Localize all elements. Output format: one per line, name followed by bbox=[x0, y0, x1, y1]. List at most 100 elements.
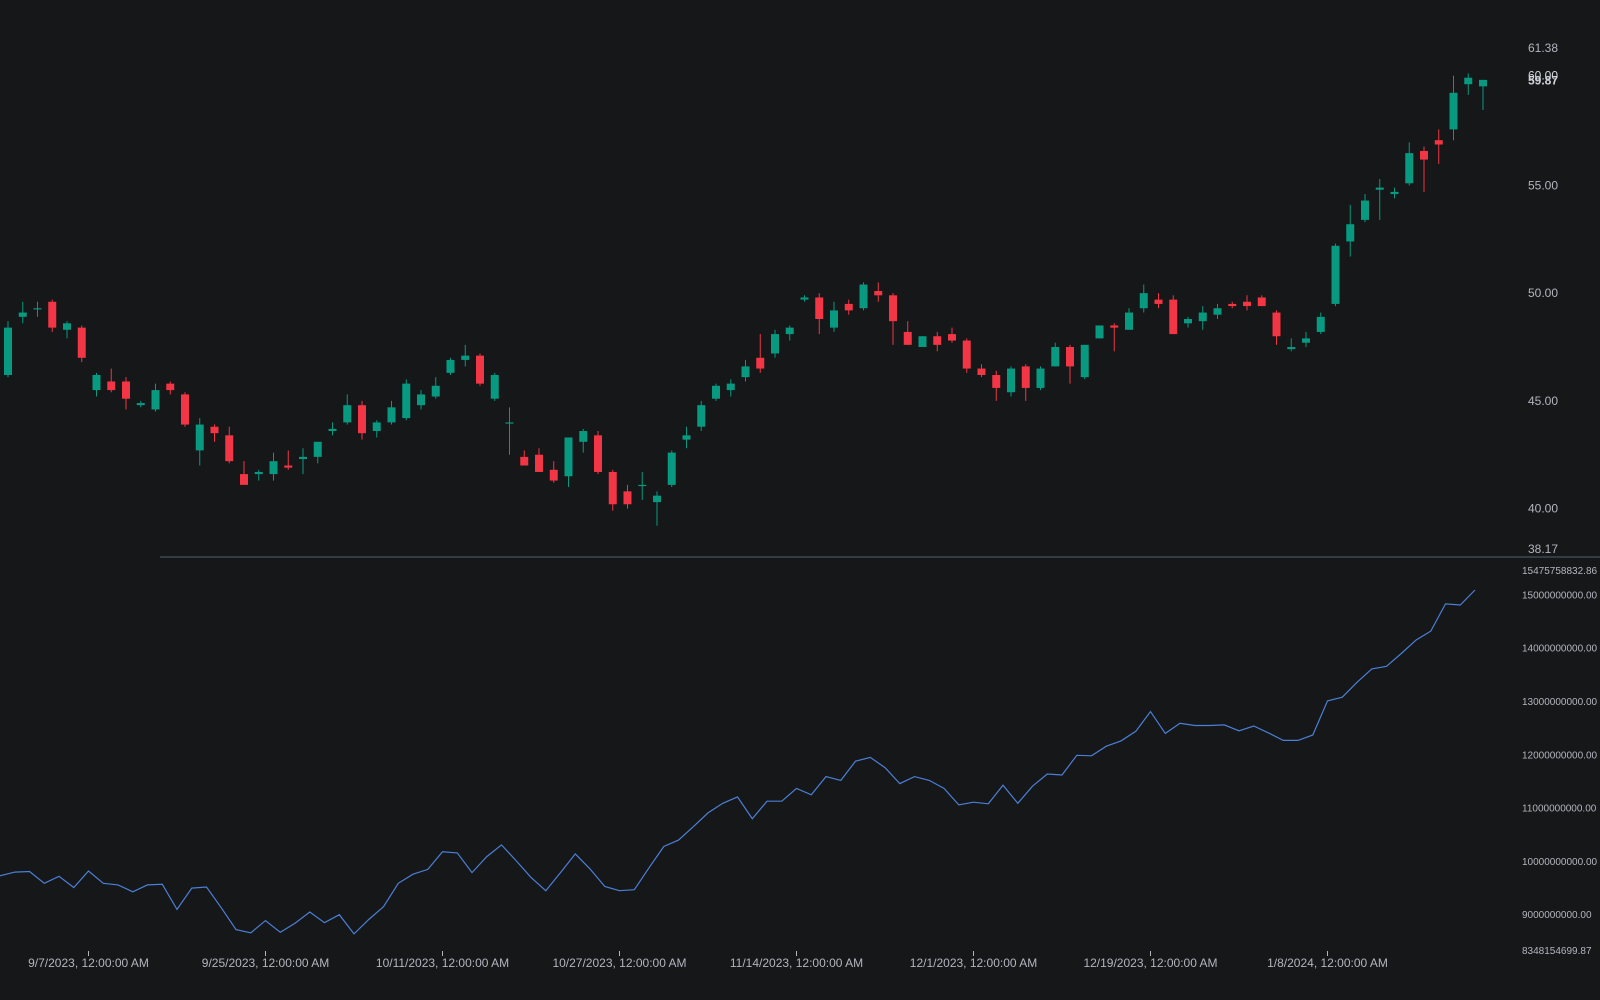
candle-down[interactable] bbox=[1434, 129, 1443, 164]
candle-up[interactable] bbox=[1449, 75, 1458, 141]
candle-up[interactable] bbox=[195, 418, 204, 466]
candle-down[interactable] bbox=[623, 484, 632, 509]
candle-up[interactable] bbox=[800, 295, 809, 302]
candle-up[interactable] bbox=[741, 359, 750, 382]
candle-up[interactable] bbox=[1346, 204, 1355, 257]
candle-down[interactable] bbox=[844, 299, 853, 315]
candle-up[interactable] bbox=[1139, 284, 1148, 313]
candle-up[interactable] bbox=[682, 426, 691, 449]
candle-down[interactable] bbox=[520, 450, 529, 466]
candle-up[interactable] bbox=[343, 394, 352, 425]
candle-down[interactable] bbox=[210, 424, 219, 442]
candle-down[interactable] bbox=[166, 381, 175, 395]
candle-up[interactable] bbox=[1051, 342, 1060, 367]
candle-up[interactable] bbox=[712, 383, 720, 401]
candle-up[interactable] bbox=[387, 400, 396, 425]
candle-up[interactable] bbox=[1095, 325, 1104, 339]
candle-up[interactable] bbox=[653, 491, 661, 526]
candle-down[interactable] bbox=[240, 461, 248, 485]
candle-down[interactable] bbox=[358, 400, 366, 440]
candle-down[interactable] bbox=[977, 364, 986, 378]
candle-down[interactable] bbox=[549, 461, 558, 483]
candle-down[interactable] bbox=[535, 448, 543, 472]
candle-up[interactable] bbox=[579, 428, 588, 453]
candle-up[interactable] bbox=[136, 400, 145, 408]
candle-up[interactable] bbox=[918, 336, 927, 348]
candle-up[interactable] bbox=[1036, 366, 1045, 391]
candle-up[interactable] bbox=[1375, 178, 1384, 220]
candle-down[interactable] bbox=[1154, 293, 1163, 309]
candle-up[interactable] bbox=[92, 372, 101, 397]
candle-down[interactable] bbox=[107, 368, 116, 393]
candle-up[interactable] bbox=[1361, 194, 1369, 223]
candle-down[interactable] bbox=[874, 282, 883, 302]
candle-down[interactable] bbox=[1110, 323, 1119, 352]
candle-up[interactable] bbox=[1302, 331, 1310, 348]
candle-up[interactable] bbox=[830, 301, 838, 332]
candle-up[interactable] bbox=[254, 469, 263, 481]
candle-down[interactable] bbox=[933, 331, 942, 352]
candle-down[interactable] bbox=[1228, 301, 1237, 309]
candle-up[interactable] bbox=[1316, 312, 1325, 335]
candle-up[interactable] bbox=[667, 450, 676, 488]
candle-down[interactable] bbox=[815, 293, 824, 335]
candle-up[interactable] bbox=[785, 325, 794, 341]
volume-pane[interactable] bbox=[0, 589, 1476, 935]
candle-up[interactable] bbox=[402, 379, 411, 421]
candle-down[interactable] bbox=[1021, 364, 1030, 401]
candle-up[interactable] bbox=[1390, 187, 1399, 199]
candle-down[interactable] bbox=[48, 299, 57, 332]
candle-up[interactable] bbox=[18, 301, 27, 324]
candle-up[interactable] bbox=[151, 383, 160, 412]
candle-up[interactable] bbox=[638, 471, 647, 500]
candle-down[interactable] bbox=[962, 338, 971, 373]
candle-up[interactable] bbox=[299, 448, 307, 475]
candle-down[interactable] bbox=[889, 293, 897, 345]
candle-down[interactable] bbox=[1243, 295, 1251, 311]
candle-up[interactable] bbox=[1464, 73, 1473, 95]
candle-down[interactable] bbox=[1169, 295, 1178, 335]
candle-down[interactable] bbox=[1066, 344, 1074, 384]
candle-down[interactable] bbox=[903, 321, 912, 345]
candle-down[interactable] bbox=[1257, 295, 1266, 307]
candle-up[interactable] bbox=[63, 321, 71, 339]
candle-down[interactable] bbox=[1420, 146, 1428, 192]
price-pane[interactable] bbox=[4, 73, 1487, 526]
candle-up[interactable] bbox=[1080, 344, 1089, 380]
candle-up[interactable] bbox=[446, 357, 455, 376]
candle-up[interactable] bbox=[726, 379, 735, 397]
candle-down[interactable] bbox=[948, 327, 956, 343]
candle-up[interactable] bbox=[490, 372, 499, 401]
candle-up[interactable] bbox=[771, 329, 779, 358]
candle-down[interactable] bbox=[608, 469, 617, 511]
candle-down[interactable] bbox=[77, 325, 86, 363]
candle-up[interactable] bbox=[313, 441, 322, 464]
candle-down[interactable] bbox=[756, 334, 765, 373]
candle-down[interactable] bbox=[1272, 310, 1281, 345]
series-line[interactable] bbox=[0, 589, 1476, 935]
candle-up[interactable] bbox=[461, 344, 470, 367]
candle-up[interactable] bbox=[1405, 142, 1414, 186]
candle-down[interactable] bbox=[476, 353, 484, 386]
candle-up[interactable] bbox=[1287, 338, 1296, 352]
candle-up[interactable] bbox=[372, 420, 381, 438]
candle-up[interactable] bbox=[1331, 243, 1340, 307]
candle-up[interactable] bbox=[328, 422, 337, 436]
candle-up[interactable] bbox=[1007, 366, 1015, 397]
candle-up[interactable] bbox=[1125, 308, 1133, 330]
candle-down[interactable] bbox=[594, 431, 602, 475]
candle-up[interactable] bbox=[697, 400, 706, 432]
candle-up[interactable] bbox=[417, 390, 425, 410]
candle-up[interactable] bbox=[431, 377, 440, 399]
candle-down[interactable] bbox=[284, 450, 293, 470]
candle-down[interactable] bbox=[181, 392, 189, 427]
candle-up[interactable] bbox=[1184, 316, 1192, 328]
candle-down[interactable] bbox=[122, 377, 130, 410]
candle-up[interactable] bbox=[1213, 303, 1222, 320]
candle-up[interactable] bbox=[269, 452, 278, 481]
candle-down[interactable] bbox=[992, 370, 1001, 401]
candle-up[interactable] bbox=[505, 407, 514, 455]
candle-up[interactable] bbox=[564, 437, 573, 488]
candle-up[interactable] bbox=[1198, 306, 1207, 330]
candle-up[interactable] bbox=[1479, 79, 1487, 111]
